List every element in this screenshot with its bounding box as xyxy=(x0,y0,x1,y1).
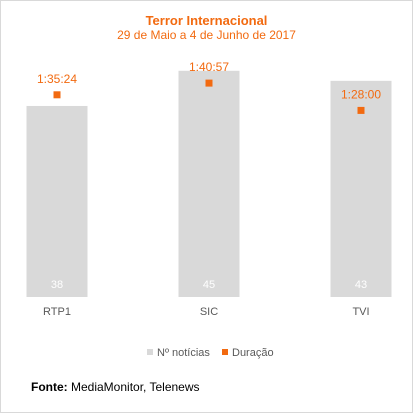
bar-value-label: 45 xyxy=(203,279,215,291)
chart-title: Terror Internacional xyxy=(145,13,268,28)
duration-marker-sic xyxy=(205,79,213,87)
category-label-rtp1: RTP1 xyxy=(43,306,71,318)
legend-label-noticias: Nº notícias xyxy=(157,347,210,359)
source-label: Fonte: xyxy=(31,380,68,394)
category-label-sic: SIC xyxy=(200,306,218,318)
bar-rtp1 xyxy=(26,105,88,297)
legend-swatch-noticias xyxy=(147,349,153,355)
duration-label: 1:40:57 xyxy=(189,60,229,74)
legend-label-duracao: Duração xyxy=(232,347,274,359)
duration-marker-rtp1 xyxy=(53,91,61,99)
source-text: MediaMonitor, Telenews xyxy=(71,380,200,394)
duration-label: 1:35:24 xyxy=(37,72,77,86)
bar-value-label: 38 xyxy=(51,279,63,291)
source-note: Fonte: MediaMonitor, Telenews xyxy=(31,380,200,394)
bar-value-label: 43 xyxy=(355,279,367,291)
bar-tvi xyxy=(330,80,392,298)
duration-marker-tvi xyxy=(357,106,365,114)
chart-subtitle: 29 de Maio a 4 de Junho de 2017 xyxy=(117,28,296,42)
bar-sic xyxy=(178,70,240,297)
category-label-tvi: TVI xyxy=(352,306,369,318)
duration-label: 1:28:00 xyxy=(341,87,381,101)
legend-swatch-duracao xyxy=(222,349,228,355)
